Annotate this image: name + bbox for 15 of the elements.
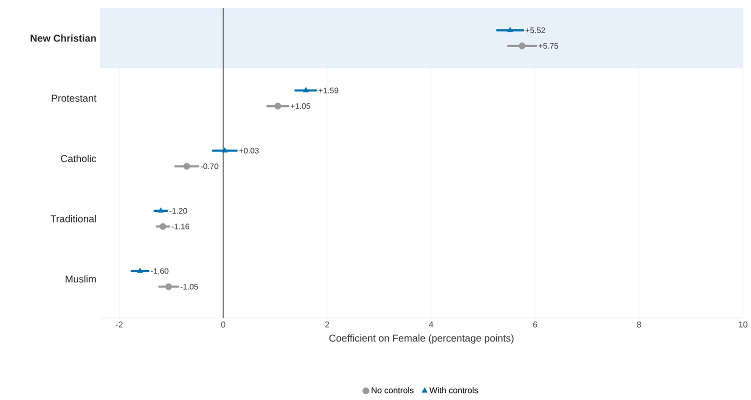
y-tick-label: Muslim (66, 275, 96, 283)
x-tick-label: 8 (637, 322, 642, 328)
x-tick-label: 6 (533, 322, 538, 328)
x-tick-label: 0 (221, 322, 226, 328)
y-tick-label: New Christian (30, 34, 96, 42)
y-tick-label: Protestant (52, 94, 96, 102)
x-tick-label: -2 (116, 322, 123, 328)
legend-label: No controls (372, 387, 414, 394)
x-tick-label: 2 (325, 322, 330, 328)
x-tick-label: 10 (738, 322, 748, 328)
legend-label: With controls (429, 387, 478, 394)
x-axis-title: Coefficient on Female (percentage points) (329, 334, 514, 344)
y-tick-label: Traditional (50, 215, 96, 222)
x-tick-label: 4 (428, 322, 434, 328)
y-tick-label: Catholic (60, 154, 96, 162)
